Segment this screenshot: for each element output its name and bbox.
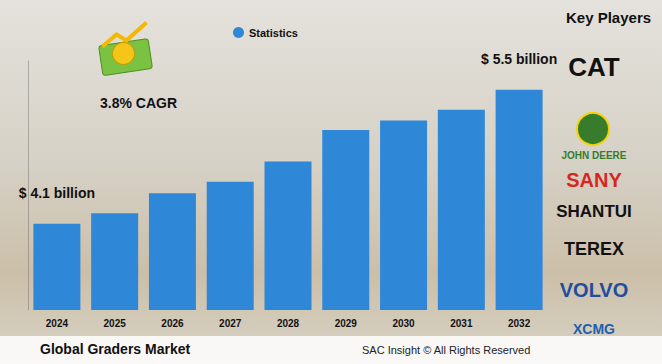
svg-text:2028: 2028	[277, 318, 300, 329]
svg-text:3.8% CAGR: 3.8% CAGR	[100, 95, 177, 111]
svg-text:JOHN DEERE: JOHN DEERE	[561, 150, 626, 161]
svg-text:SANY: SANY	[566, 169, 622, 191]
svg-text:$ 5.5 billion: $ 5.5 billion	[481, 51, 557, 67]
svg-text:$ 4.1 billion: $ 4.1 billion	[19, 185, 95, 201]
svg-text:XCMG: XCMG	[573, 321, 615, 337]
svg-text:Statistics: Statistics	[249, 27, 298, 39]
svg-text:2025: 2025	[104, 318, 127, 329]
svg-text:SAC Insight © All Rights Reser: SAC Insight © All Rights Reserved	[362, 344, 530, 356]
svg-text:SHANTUI: SHANTUI	[556, 202, 632, 221]
svg-text:Key Players: Key Players	[566, 9, 651, 26]
svg-text:2032: 2032	[508, 318, 531, 329]
svg-text:CAT: CAT	[568, 52, 620, 82]
svg-text:2026: 2026	[161, 318, 184, 329]
svg-text:2027: 2027	[219, 318, 242, 329]
svg-text:2029: 2029	[335, 318, 358, 329]
svg-text:2030: 2030	[392, 318, 415, 329]
svg-text:VOLVO: VOLVO	[560, 279, 629, 301]
svg-text:2024: 2024	[46, 318, 69, 329]
svg-text:Global Graders Market: Global Graders Market	[40, 341, 191, 357]
svg-text:2031: 2031	[450, 318, 473, 329]
svg-text:TEREX: TEREX	[564, 239, 624, 259]
